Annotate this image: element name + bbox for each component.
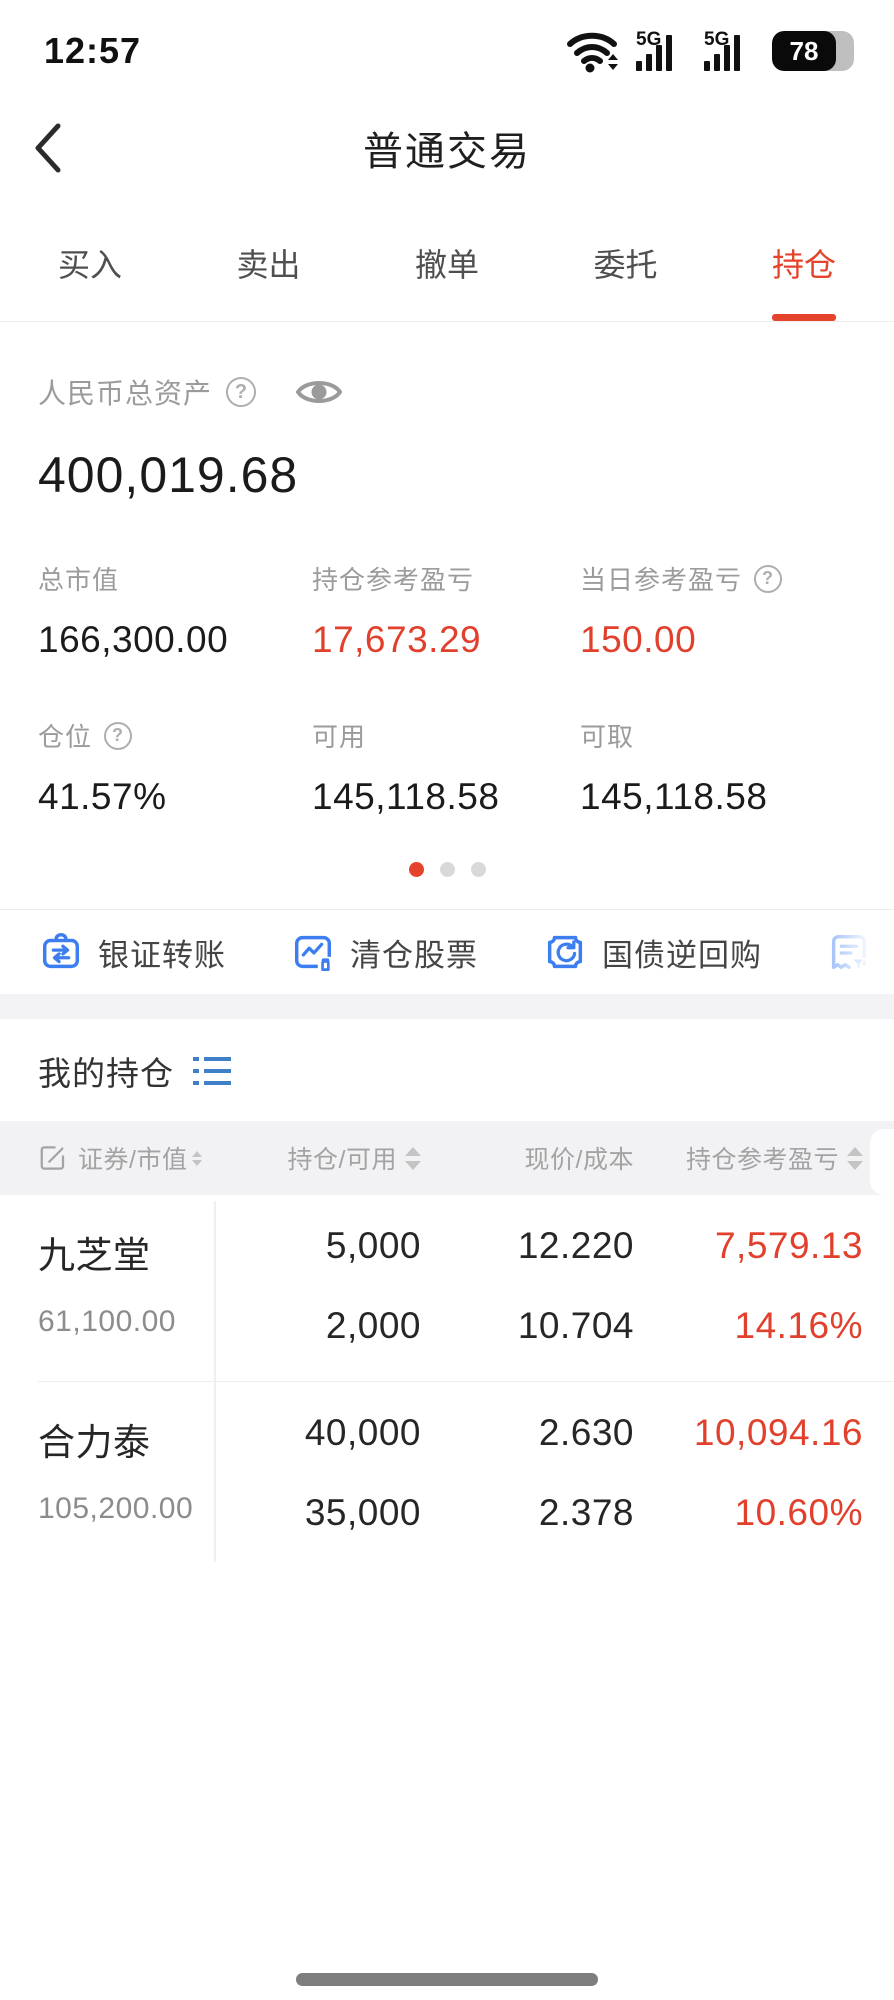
cellular-signal-icon-1: 5G bbox=[636, 29, 688, 73]
carousel-page-dots[interactable] bbox=[38, 862, 856, 909]
sort-icon bbox=[192, 1150, 203, 1166]
help-icon[interactable]: ? bbox=[754, 564, 783, 593]
tab-buy[interactable]: 买入 bbox=[58, 246, 123, 283]
help-icon[interactable]: ? bbox=[226, 377, 257, 407]
status-time: 12:57 bbox=[44, 30, 142, 71]
status-icons: 5G 5G 78 bbox=[564, 28, 854, 74]
available-qty: 35,000 bbox=[304, 1492, 421, 1533]
pl-percent: 10.60% bbox=[734, 1492, 863, 1533]
qty: 5,000 bbox=[325, 1225, 421, 1266]
page-title: 普通交易 bbox=[363, 130, 531, 174]
section-spacer bbox=[0, 994, 894, 1019]
market-value: 105,200.00 bbox=[38, 1492, 194, 1525]
action-clear-positions[interactable]: 清仓股票 bbox=[290, 929, 478, 975]
column-security[interactable]: 证券/市值 bbox=[38, 1140, 214, 1176]
assets-stats-grid: 总市值 166,300.00 持仓参考盈亏 17,673.29 当日参考盈亏? … bbox=[38, 560, 856, 818]
column-qty-available[interactable]: 持仓/可用 bbox=[214, 1140, 421, 1176]
wifi-icon bbox=[564, 28, 620, 74]
tab-cancel-order[interactable]: 撤单 bbox=[414, 246, 479, 283]
sort-icon bbox=[847, 1146, 863, 1170]
action-bank-transfer[interactable]: 银证转账 bbox=[38, 929, 226, 975]
eye-visibility-icon[interactable] bbox=[296, 376, 343, 408]
page-dot[interactable] bbox=[439, 862, 455, 877]
section-divider bbox=[0, 909, 894, 910]
price: 2.630 bbox=[538, 1412, 634, 1453]
page-dot[interactable] bbox=[470, 862, 486, 877]
stat-position-ratio: 仓位? 41.57% bbox=[38, 721, 167, 817]
conditional-order-icon bbox=[826, 929, 872, 975]
my-positions-title: 我的持仓 bbox=[38, 1055, 174, 1092]
treasury-repo-icon bbox=[542, 929, 588, 975]
positions-table-header: 证券/市值 持仓/可用 现价/成本 持仓参考盈亏 bbox=[0, 1121, 894, 1195]
tab-positions[interactable]: 持仓 bbox=[771, 204, 836, 321]
stat-today-pl: 当日参考盈亏? 150.00 bbox=[580, 560, 856, 661]
cost: 2.378 bbox=[538, 1492, 634, 1533]
header-corner-overlay bbox=[870, 1129, 894, 1195]
edit-icon[interactable] bbox=[38, 1143, 68, 1173]
back-button[interactable] bbox=[30, 120, 86, 176]
row-divider bbox=[38, 1381, 894, 1382]
action-conditional-order[interactable]: 条件单 bbox=[826, 929, 894, 975]
price: 12.220 bbox=[517, 1225, 634, 1266]
pl-value: 10,094.16 bbox=[693, 1412, 863, 1453]
cost: 10.704 bbox=[517, 1305, 634, 1346]
nav-header: 普通交易 bbox=[0, 92, 894, 204]
stat-available: 可用 145,118.58 bbox=[312, 722, 500, 817]
column-separator bbox=[214, 1201, 216, 1562]
clear-positions-icon bbox=[290, 929, 336, 975]
battery-percent: 78 bbox=[789, 35, 819, 66]
total-assets-value: 400,019.68 bbox=[38, 447, 299, 503]
battery-icon: 78 bbox=[772, 31, 854, 71]
status-bar: 12:57 5G 5G 78 bbox=[0, 0, 894, 92]
position-row[interactable]: 合力泰 40,000 2.630 10,094.16 105,200.00 35… bbox=[0, 1382, 894, 1568]
quick-actions-row: 银证转账 清仓股票 国债逆回购 bbox=[0, 910, 894, 994]
my-positions-header: 我的持仓 bbox=[0, 1019, 894, 1121]
qty: 40,000 bbox=[304, 1412, 421, 1453]
total-assets-label: 人民币总资产 bbox=[38, 378, 213, 409]
tab-sell[interactable]: 卖出 bbox=[236, 246, 301, 283]
active-tab-underline bbox=[771, 314, 836, 321]
stock-name: 九芝堂 bbox=[38, 1235, 151, 1276]
stock-name: 合力泰 bbox=[38, 1422, 151, 1463]
sort-icon bbox=[405, 1146, 421, 1170]
list-view-icon[interactable] bbox=[192, 1054, 232, 1088]
position-row[interactable]: 九芝堂 5,000 12.220 7,579.13 61,100.00 2,00… bbox=[0, 1195, 894, 1381]
bank-transfer-icon bbox=[38, 929, 84, 975]
action-treasury-repo[interactable]: 国债逆回购 bbox=[542, 929, 762, 975]
tab-bar: 买入 卖出 撤单 委托 持仓 bbox=[0, 204, 894, 322]
column-price-cost[interactable]: 现价/成本 bbox=[524, 1146, 634, 1174]
positions-table-body: 九芝堂 5,000 12.220 7,579.13 61,100.00 2,00… bbox=[0, 1195, 894, 1568]
available-qty: 2,000 bbox=[325, 1305, 421, 1346]
tab-entrust[interactable]: 委托 bbox=[593, 246, 658, 283]
page-dot[interactable] bbox=[408, 862, 424, 877]
market-value: 61,100.00 bbox=[38, 1305, 176, 1338]
stat-total-market-value: 总市值 166,300.00 bbox=[38, 565, 229, 660]
column-position-pl[interactable]: 持仓参考盈亏 bbox=[634, 1140, 863, 1176]
stat-withdrawable: 可取 145,118.58 bbox=[580, 722, 768, 817]
assets-summary: 人民币总资产 ? 400,019.68 总市值 166,300.00 持仓参考盈… bbox=[0, 372, 894, 909]
stat-position-pl: 持仓参考盈亏 17,673.29 bbox=[312, 565, 482, 660]
pl-percent: 14.16% bbox=[734, 1305, 863, 1346]
pl-value: 7,579.13 bbox=[714, 1225, 863, 1266]
home-indicator[interactable] bbox=[296, 1973, 598, 1986]
cellular-signal-icon-2: 5G bbox=[704, 29, 756, 73]
help-icon[interactable]: ? bbox=[104, 721, 133, 750]
